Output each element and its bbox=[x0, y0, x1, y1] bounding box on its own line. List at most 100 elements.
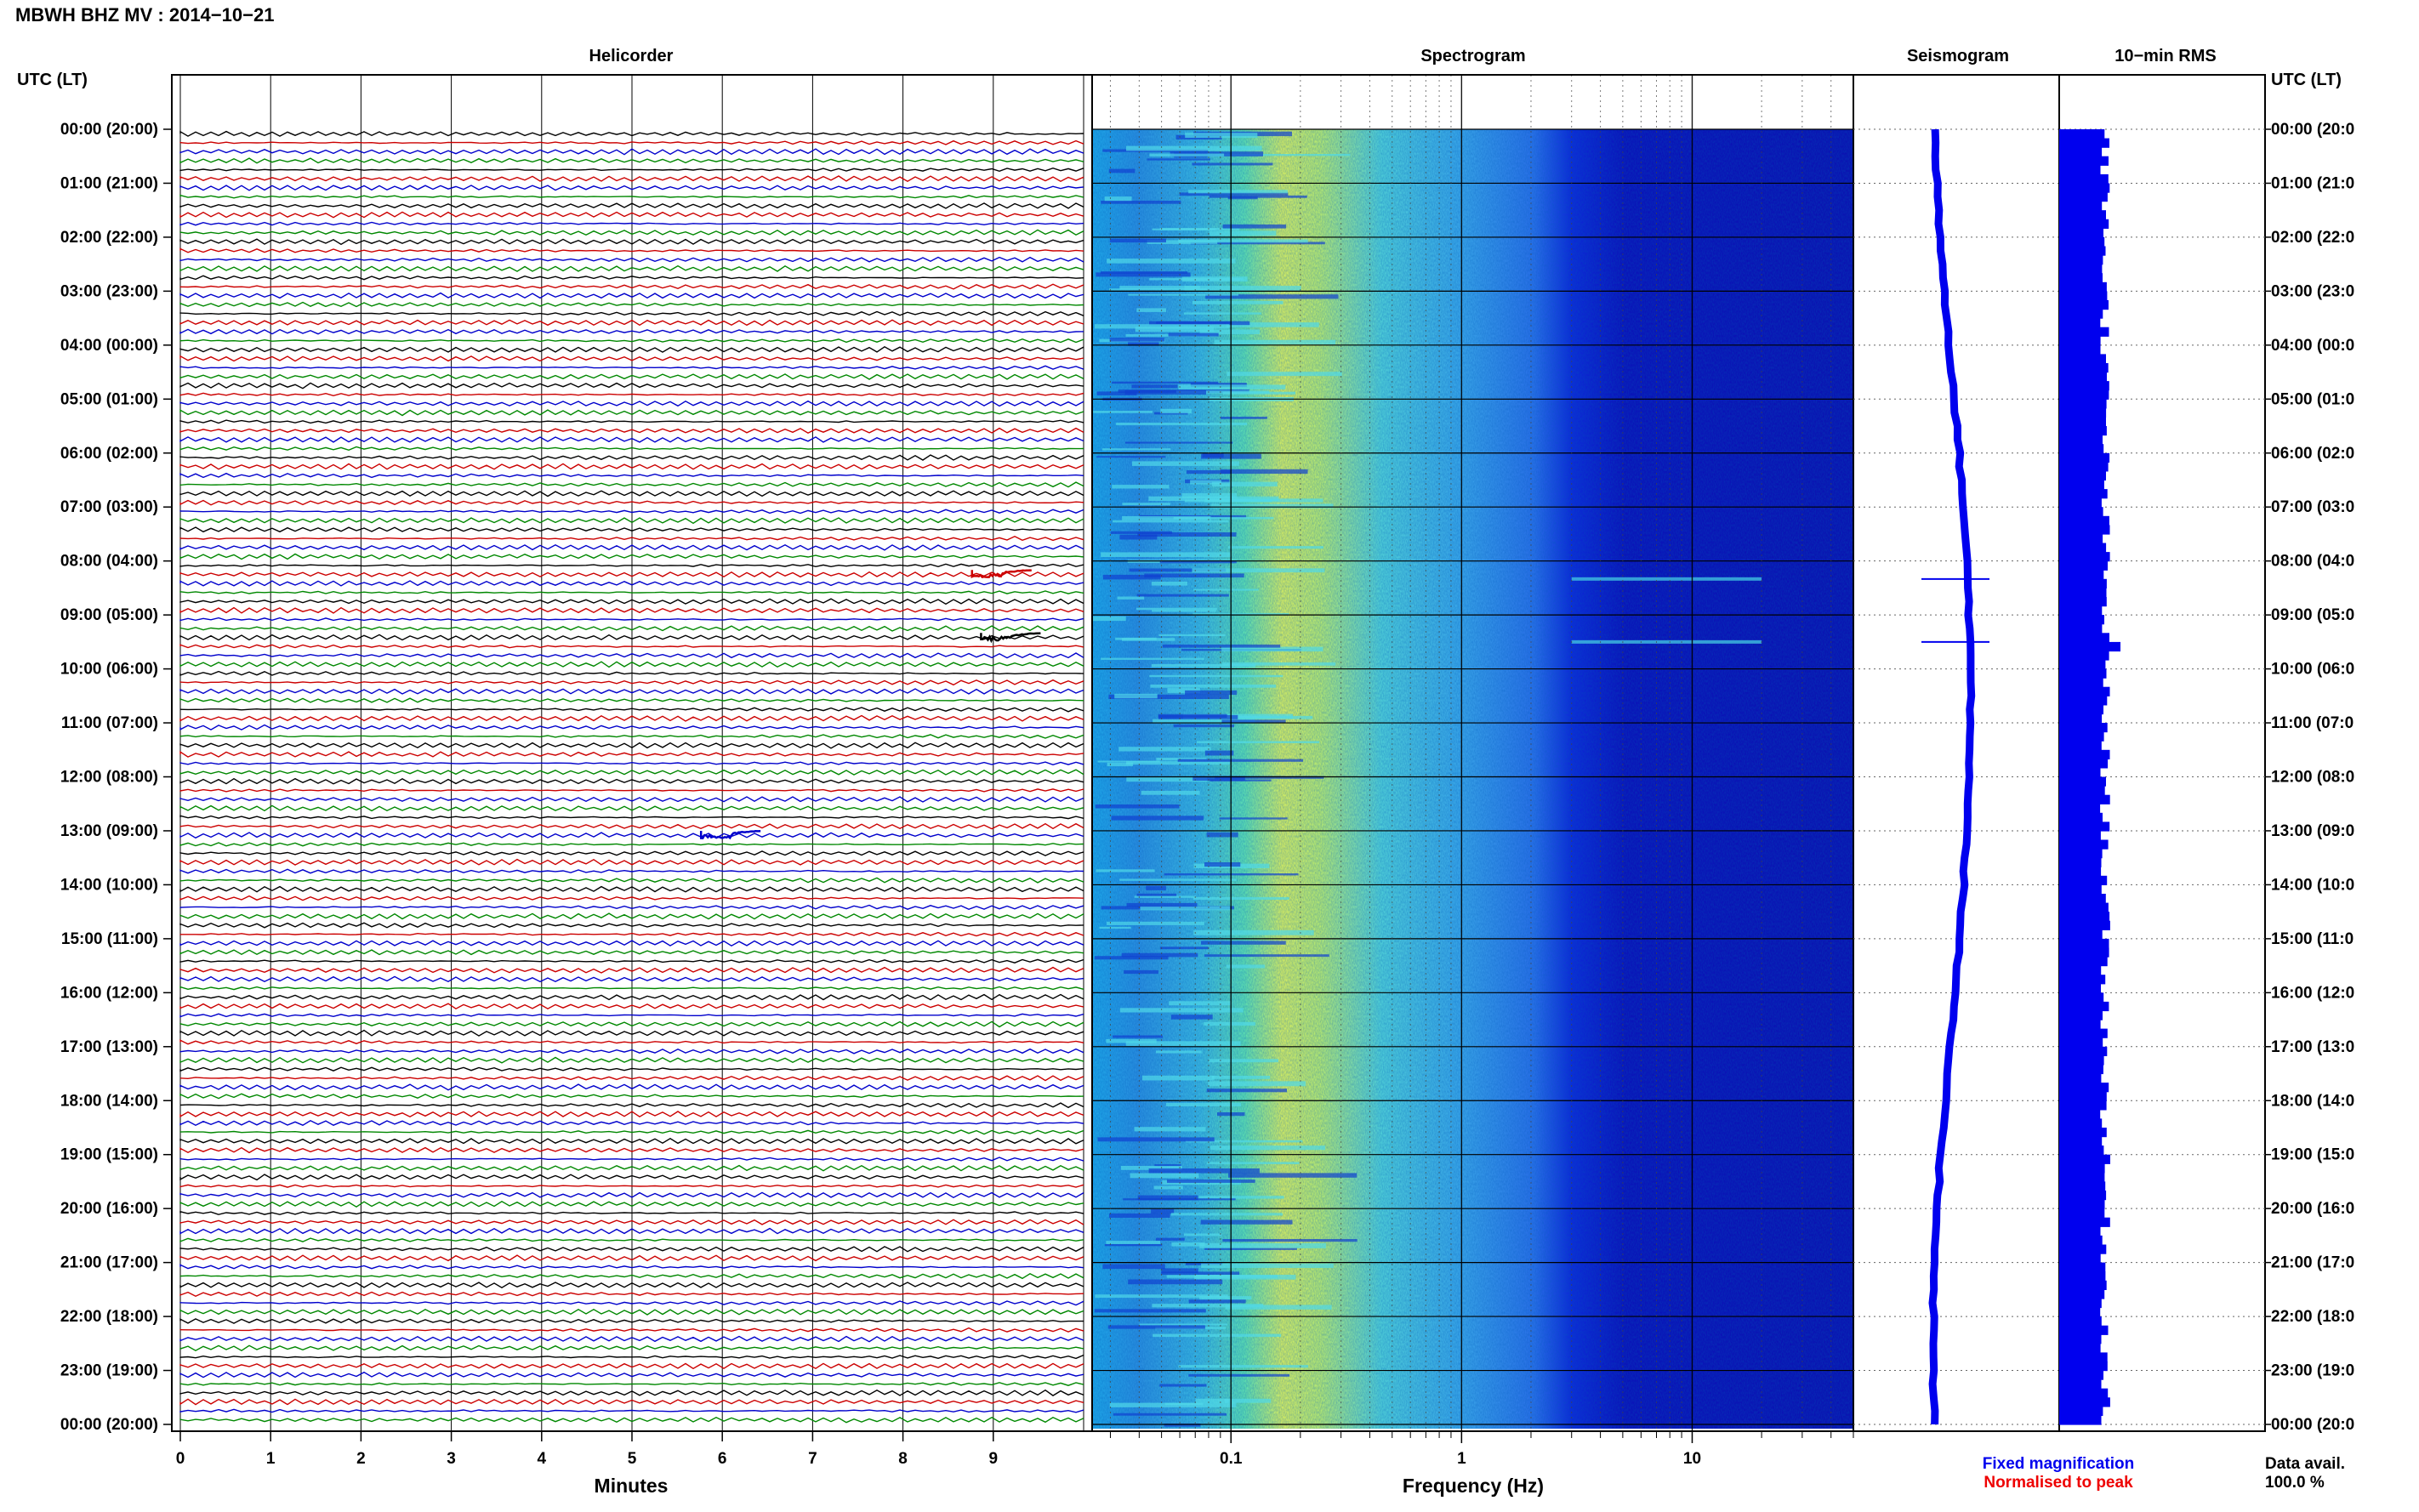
rms-bar bbox=[2059, 1253, 2101, 1264]
spectrogram-streak bbox=[1111, 816, 1204, 821]
rms-bar bbox=[2059, 192, 2108, 202]
hour-label-right: 12:00 (08:0 bbox=[2271, 769, 2354, 787]
spectrogram-streak bbox=[1128, 293, 1239, 296]
hour-label-right: 11:00 (07:0 bbox=[2271, 714, 2354, 732]
helicorder-trace bbox=[179, 688, 1084, 695]
spectrogram-streak bbox=[1108, 168, 1136, 173]
rms-bar bbox=[2059, 525, 2110, 535]
rms-bar bbox=[2059, 399, 2107, 409]
rms-bar bbox=[2059, 1010, 2103, 1020]
rms-bar bbox=[2059, 426, 2107, 436]
spectrogram-streak bbox=[1196, 741, 1320, 743]
spectrogram-streak bbox=[1154, 1164, 1181, 1167]
rms-bar bbox=[2059, 983, 2101, 993]
rms-bar bbox=[2059, 543, 2107, 553]
helicorder-trace bbox=[179, 264, 1084, 272]
rms-bar bbox=[2059, 219, 2109, 229]
spectrogram-streak bbox=[1102, 574, 1161, 580]
spectrogram-streak bbox=[1107, 762, 1133, 767]
spectrogram-streak bbox=[1153, 1333, 1282, 1338]
spectrogram-streak bbox=[1193, 929, 1314, 935]
helicorder-trace bbox=[179, 707, 1084, 713]
spectrogram-streak bbox=[1122, 503, 1170, 506]
helicorder-trace bbox=[179, 777, 1084, 785]
rms-bar bbox=[2059, 615, 2104, 625]
helicorder-trace bbox=[179, 1362, 1084, 1370]
hour-labels-left: 00:00 (20:00) 01:00 (21:00) 02:00 (22:00) 0… bbox=[60, 121, 172, 1434]
hour-label-right: 21:00 (17:0 bbox=[2271, 1254, 2354, 1272]
spectrogram-streak bbox=[1204, 1021, 1255, 1026]
helicorder-trace bbox=[179, 139, 1084, 145]
spectrogram-streak bbox=[1198, 1196, 1284, 1199]
hour-label: 22:00 (18:00) bbox=[60, 1308, 158, 1326]
helicorder-events bbox=[699, 569, 1041, 840]
rms-bar bbox=[2059, 1226, 2101, 1236]
spectrogram-streak bbox=[1227, 546, 1323, 549]
hour-label-right: 09:00 (05:0 bbox=[2271, 606, 2354, 624]
helicorder-trace bbox=[179, 644, 1084, 649]
rms-bar bbox=[2059, 1136, 2103, 1146]
spectrogram-streak bbox=[1141, 790, 1200, 795]
spectrogram-streak bbox=[1205, 294, 1339, 299]
helicorder-trace bbox=[179, 1048, 1084, 1054]
helicorder-trace bbox=[179, 1210, 1084, 1215]
rms-bar bbox=[2059, 273, 2103, 283]
rms-bar bbox=[2059, 597, 2107, 607]
rms-bar bbox=[2059, 533, 2103, 544]
helicorder-trace bbox=[179, 1291, 1084, 1297]
rms-bar bbox=[2059, 767, 2101, 778]
spectrogram-streak bbox=[1129, 568, 1227, 572]
spectrogram-streak bbox=[1135, 327, 1215, 333]
hour-label-right: 07:00 (03:0 bbox=[2271, 498, 2354, 516]
rms-bar bbox=[2059, 1415, 2102, 1425]
spectrogram-streak bbox=[1192, 162, 1273, 166]
hour-label-right: 15:00 (11:0 bbox=[2271, 930, 2354, 948]
rms-bar bbox=[2059, 1271, 2106, 1282]
helicorder-trace bbox=[179, 175, 1084, 183]
spectrogram-streak bbox=[1102, 1264, 1165, 1270]
rms-bar bbox=[2059, 912, 2110, 922]
rms-bar bbox=[2059, 1100, 2107, 1111]
rms-bar bbox=[2059, 354, 2106, 364]
spectrogram-streak bbox=[1126, 776, 1208, 782]
seismogram-panel bbox=[1853, 74, 2060, 1432]
rms-bar bbox=[2059, 570, 2104, 580]
helicorder-trace bbox=[179, 625, 1084, 632]
rms-bar bbox=[2059, 1154, 2110, 1164]
hour-label-right: 17:00 (13:0 bbox=[2271, 1038, 2354, 1056]
spectrogram-streak bbox=[1211, 1076, 1271, 1079]
rms-bar bbox=[2059, 894, 2106, 904]
rms-bar bbox=[2059, 264, 2103, 274]
rms-bar bbox=[2059, 1343, 2101, 1353]
spectrogram-streak bbox=[1184, 286, 1301, 291]
helicorder-trace bbox=[179, 922, 1084, 929]
spectrogram-event-streak bbox=[1571, 577, 1762, 581]
helicorder-trace bbox=[179, 912, 1084, 920]
rms-bar bbox=[2059, 641, 2120, 652]
hour-label-right: 01:00 (21:0 bbox=[2271, 174, 2354, 192]
helicorder-trace bbox=[179, 1327, 1084, 1333]
rms-bar bbox=[2059, 228, 2103, 238]
rms-bar bbox=[2059, 713, 2103, 724]
spectrogram-streak bbox=[1179, 192, 1289, 196]
spectrogram-streak bbox=[1186, 470, 1231, 475]
spectrogram-streak bbox=[1185, 133, 1258, 138]
rms-bar bbox=[2059, 1037, 2103, 1048]
spectrogram-streak bbox=[1136, 308, 1166, 312]
rms-bar bbox=[2059, 1028, 2108, 1038]
frequency-axis-title: Frequency (Hz) bbox=[1403, 1475, 1544, 1497]
helicorder-trace bbox=[179, 1157, 1084, 1162]
spectrogram-streak bbox=[1117, 596, 1145, 600]
spectrogram-streak bbox=[1227, 196, 1258, 200]
spectrogram-streak bbox=[1149, 321, 1250, 326]
rms-bar bbox=[2059, 992, 2104, 1003]
spectrogram-streak bbox=[1209, 230, 1277, 236]
helicorder-trace bbox=[179, 652, 1084, 659]
spectrogram-streak bbox=[1128, 1279, 1223, 1285]
rms-bar bbox=[2059, 1244, 2107, 1254]
rms-bar bbox=[2059, 741, 2102, 751]
hour-label-right: 19:00 (15:0 bbox=[2271, 1146, 2354, 1164]
spectrogram-streak bbox=[1101, 201, 1181, 204]
helicorder-trace bbox=[179, 850, 1084, 856]
helicorder-trace bbox=[179, 788, 1084, 793]
